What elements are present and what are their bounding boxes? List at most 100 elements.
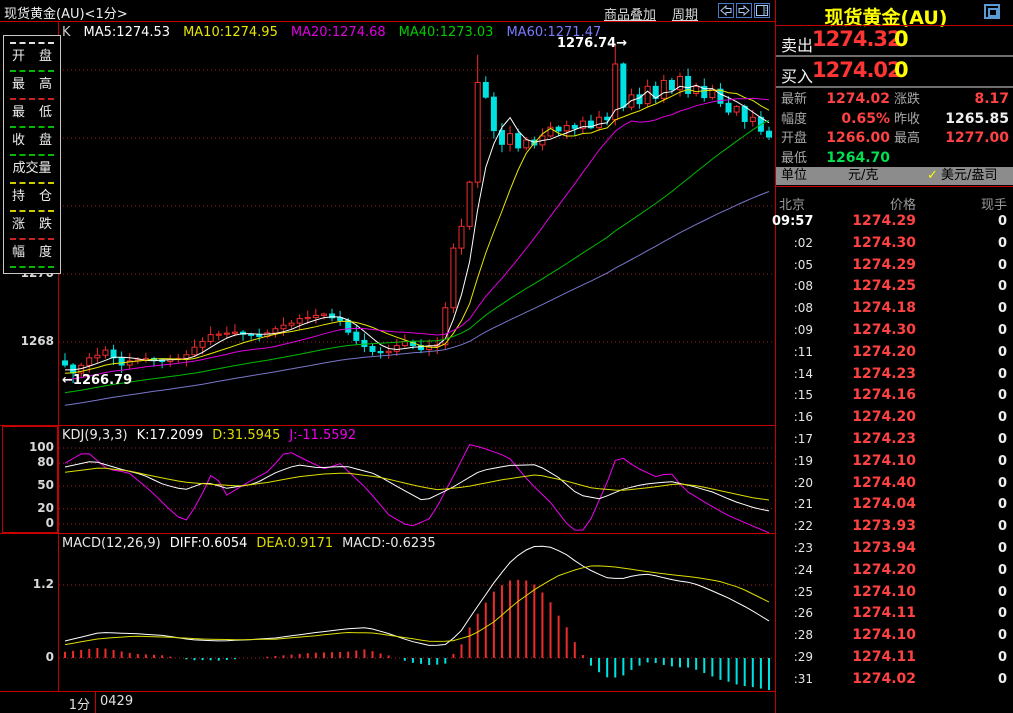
table-header: 北京 价格 现手	[776, 194, 1013, 213]
trade-time: :23	[793, 540, 813, 555]
trade-time: :15	[793, 388, 813, 403]
legend-item-1[interactable]: 最高	[12, 77, 52, 92]
trade-row: :17 1274.23 0	[776, 429, 1013, 451]
trade-price: 1274.02	[852, 670, 916, 687]
trade-volume: 0	[997, 519, 1007, 535]
trade-row: :08 1274.18 0	[776, 298, 1013, 320]
legend-separator	[10, 210, 54, 212]
high-annotation-value: 1276.74	[557, 36, 617, 51]
ma10-value: MA10:1274.95	[183, 25, 278, 40]
unit-option-usd-ounce[interactable]: 美元/盎司	[941, 168, 998, 183]
col-header-price: 价格	[889, 198, 916, 213]
trade-volume: 0	[997, 628, 1007, 644]
trade-time: :28	[793, 628, 813, 643]
trade-row: :28 1274.10 0	[776, 625, 1013, 647]
titlebar-underline	[0, 21, 776, 22]
trade-volume: 0	[997, 235, 1007, 251]
kdj-chart-svg[interactable]	[59, 426, 775, 533]
trade-price: 1273.94	[852, 539, 916, 556]
macd-header: MACD(12,26,9) DIFF:0.6054 DEA:0.9171 MAC…	[62, 536, 436, 551]
trade-price: 1274.20	[852, 343, 916, 360]
kdj-axis-label: 50	[37, 478, 54, 492]
trade-volume: 0	[997, 279, 1007, 295]
trade-price: 1274.18	[852, 300, 916, 317]
trade-price: 1274.30	[852, 321, 916, 338]
sell-label: 卖出	[781, 36, 814, 55]
legend-item-4[interactable]: 成交量	[12, 161, 52, 176]
macd-chart-svg[interactable]	[59, 534, 775, 691]
trade-price: 1273.93	[852, 518, 916, 535]
legend-item-7[interactable]: 幅度	[12, 245, 52, 260]
trade-time: :02	[793, 235, 813, 250]
trade-row: :29 1274.11 0	[776, 647, 1013, 669]
split-window-icon[interactable]	[754, 3, 770, 18]
trade-time: :14	[793, 366, 813, 381]
stat-4: 开盘 1266.00	[781, 130, 890, 147]
trade-price: 1274.11	[852, 605, 916, 622]
sell-price: 1274.32	[812, 27, 902, 51]
stat-1: 涨跌 8.17	[894, 91, 1009, 107]
trade-row: :20 1274.40 0	[776, 473, 1013, 495]
maximize-icon[interactable]	[984, 4, 1000, 19]
legend-item-2[interactable]: 最低	[12, 105, 52, 120]
trade-time: :16	[793, 410, 813, 425]
buy-label: 买入	[781, 67, 814, 86]
ma60-value: MA60:1271.47	[506, 25, 602, 40]
panel-separator	[775, 0, 776, 713]
legend-item-6[interactable]: 涨跌	[12, 217, 52, 232]
trade-time: :24	[793, 562, 813, 577]
main-chart-svg[interactable]	[59, 22, 775, 425]
col-header-volume: 现手	[980, 198, 1007, 213]
trade-time: :22	[793, 519, 813, 534]
macd-dea-value: DEA:0.9171	[256, 536, 334, 551]
trade-row: :15 1274.16 0	[776, 385, 1013, 407]
high-annotation: 1276.74→	[557, 36, 627, 51]
price-axis-label: 1268	[20, 334, 54, 348]
trade-row: :25 1274.10 0	[776, 582, 1013, 604]
trade-price: 1274.29	[852, 256, 916, 273]
stat-3: 昨收 1265.85	[894, 110, 1009, 127]
trade-volume: 0	[997, 366, 1007, 382]
stat-5: 最高 1277.00	[894, 130, 1009, 147]
legend-item-3[interactable]: 收盘	[12, 133, 52, 148]
trade-row: 09:57 1274.29 0	[772, 211, 1013, 233]
trade-price: 1274.10	[852, 627, 916, 644]
kdj-header: KDJ(9,3,3) K:17.2099 D:31.5945 J:-11.559…	[62, 428, 356, 443]
arrow-right-icon[interactable]	[736, 3, 752, 18]
stat-0: 最新 1274.02	[781, 91, 890, 107]
menu-overlay-button[interactable]: 商品叠加	[604, 8, 657, 23]
trade-volume: 0	[997, 497, 1007, 513]
statusbar-period[interactable]: 1分	[68, 698, 90, 713]
trade-volume: 0	[997, 410, 1007, 426]
trade-volume: 0	[997, 562, 1007, 578]
ma5-value: MA5:1274.53	[83, 25, 171, 40]
trade-price: 1274.16	[852, 387, 916, 404]
arrow-left-icon[interactable]	[718, 3, 734, 18]
trade-row: :08 1274.25 0	[776, 276, 1013, 298]
trade-price: 1274.04	[852, 496, 916, 513]
statusbar-divider	[95, 692, 96, 713]
trade-volume: 0	[997, 475, 1007, 491]
legend-item-5[interactable]: 持仓	[12, 189, 52, 204]
unit-option-yuan-gram[interactable]: 元/克	[848, 168, 879, 183]
kdj-axis-label: 100	[28, 440, 54, 454]
kdj-d-value: D:31.5945	[212, 428, 281, 443]
trade-time: :26	[793, 606, 813, 621]
trade-price: 1274.23	[852, 430, 916, 447]
chart-title: 现货黄金(AU)<1分>	[4, 7, 128, 22]
buy-stats-divider	[776, 86, 1013, 88]
trade-volume: 0	[997, 606, 1007, 622]
trade-row: :19 1274.10 0	[776, 451, 1013, 473]
ma20-value: MA20:1274.68	[290, 25, 386, 40]
col-header-time: 北京	[779, 198, 806, 213]
trade-price: 1274.25	[852, 278, 916, 295]
kdj-scale-box	[2, 426, 58, 533]
trade-row: :02 1274.30 0	[776, 233, 1013, 255]
legend-item-0[interactable]: 开盘	[12, 49, 52, 64]
menu-period-button[interactable]: 周期	[672, 8, 699, 23]
legend-separator	[10, 182, 54, 184]
kdj-title: KDJ(9,3,3)	[62, 428, 128, 443]
trade-row: :16 1274.20 0	[776, 407, 1013, 429]
macd-axis-label: 0	[45, 650, 54, 664]
legend-separator	[10, 42, 54, 44]
